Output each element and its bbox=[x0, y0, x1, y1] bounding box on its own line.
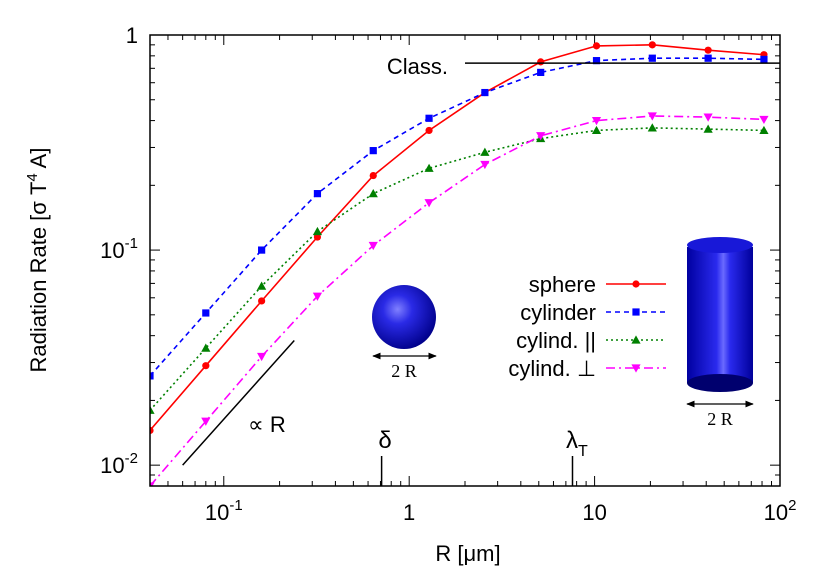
data-point bbox=[150, 482, 155, 486]
legend-label-cylind-perp: cylind. ⊥ bbox=[508, 356, 596, 381]
data-point bbox=[425, 126, 433, 135]
x-tick-label: 1 bbox=[403, 500, 415, 525]
series-line-2 bbox=[150, 127, 764, 411]
x-tick-label: 10 bbox=[582, 500, 606, 525]
lambda-marker-label: λT bbox=[566, 427, 588, 460]
data-point bbox=[480, 147, 490, 156]
cylinder-icon bbox=[687, 247, 753, 383]
axis-ticks: 10-1 1 10 102 10-2 10-1 1 bbox=[100, 23, 796, 525]
sphere-diameter-label: 2 R bbox=[391, 361, 417, 381]
legend-label-cylind-parallel: cylind. || bbox=[516, 328, 596, 353]
sphere-icon bbox=[372, 285, 436, 349]
cylinder-bottom-cap bbox=[687, 374, 753, 392]
series-line-0 bbox=[150, 43, 764, 431]
data-point bbox=[647, 112, 657, 121]
legend-sample-marker bbox=[631, 364, 641, 373]
data-point bbox=[258, 297, 266, 305]
data-point bbox=[424, 199, 434, 208]
data-point bbox=[313, 233, 322, 241]
legend-samples bbox=[606, 280, 666, 373]
data-point bbox=[202, 309, 210, 317]
data-point bbox=[536, 132, 546, 141]
data-point bbox=[647, 123, 657, 132]
data-point bbox=[257, 281, 267, 290]
sphere-inset: 2 R bbox=[372, 285, 437, 381]
legend-sample-marker bbox=[632, 280, 640, 288]
data-point bbox=[704, 54, 712, 62]
data-point bbox=[369, 147, 377, 155]
delta-marker-label: δ bbox=[378, 427, 391, 454]
y-axis-title: Radiation Rate [σ T4 A] bbox=[24, 148, 51, 373]
data-point bbox=[369, 171, 377, 180]
legend-sample-marker bbox=[631, 335, 641, 344]
data-point bbox=[592, 42, 601, 50]
lambda-symbol: λ bbox=[566, 427, 578, 454]
data-point bbox=[368, 241, 378, 251]
cylinder-top-cap bbox=[687, 237, 753, 253]
classical-limit-label: Class. bbox=[387, 54, 448, 79]
data-point bbox=[759, 115, 769, 125]
data-point bbox=[150, 405, 155, 414]
data-point bbox=[537, 68, 545, 77]
data-point bbox=[201, 417, 211, 426]
cylinder-inset: 2 R bbox=[686, 237, 754, 429]
data-point bbox=[648, 54, 656, 62]
data-point bbox=[258, 246, 266, 254]
data-point bbox=[480, 160, 490, 170]
y-tick-label: 10-2 bbox=[100, 450, 138, 478]
cylinder-diameter-label: 2 R bbox=[707, 409, 733, 429]
data-point bbox=[150, 372, 154, 380]
slope-reference-line bbox=[182, 339, 295, 466]
series-line-3 bbox=[150, 115, 764, 486]
data-point bbox=[481, 88, 489, 97]
legend-label-sphere: sphere bbox=[529, 272, 596, 297]
data-point bbox=[591, 125, 602, 135]
data-point bbox=[537, 58, 545, 66]
data-point bbox=[704, 46, 712, 54]
data-point bbox=[202, 362, 210, 370]
data-point bbox=[760, 55, 768, 64]
data-point bbox=[312, 292, 323, 301]
data-point bbox=[425, 114, 433, 122]
data-series bbox=[150, 41, 769, 486]
legend-label-cylinder: cylinder bbox=[520, 300, 596, 325]
x-tick-label: 10-1 bbox=[205, 497, 243, 525]
data-point bbox=[592, 57, 601, 65]
plot-frame bbox=[149, 34, 781, 487]
data-point bbox=[312, 226, 323, 236]
x-axis-title: R [μm] bbox=[435, 541, 500, 566]
data-point bbox=[368, 189, 378, 198]
data-point bbox=[313, 190, 322, 198]
data-point bbox=[703, 113, 713, 122]
data-point bbox=[424, 163, 434, 172]
slope-reference-label: ∝ R bbox=[248, 412, 286, 437]
series-line-1 bbox=[150, 57, 764, 377]
data-point bbox=[703, 124, 713, 133]
x-tick-label: 102 bbox=[764, 497, 797, 525]
legend-sample-marker bbox=[632, 308, 640, 316]
data-point bbox=[759, 125, 769, 135]
y-tick-label: 10-1 bbox=[100, 235, 138, 263]
data-point bbox=[648, 41, 656, 49]
data-point bbox=[257, 352, 267, 362]
data-point bbox=[591, 116, 602, 126]
lambda-subscript: T bbox=[578, 443, 588, 460]
data-point bbox=[150, 426, 154, 435]
y-tick-label: 1 bbox=[126, 23, 138, 48]
data-point bbox=[201, 343, 211, 352]
legend: sphere cylinder cylind. || cylind. ⊥ bbox=[508, 272, 666, 381]
